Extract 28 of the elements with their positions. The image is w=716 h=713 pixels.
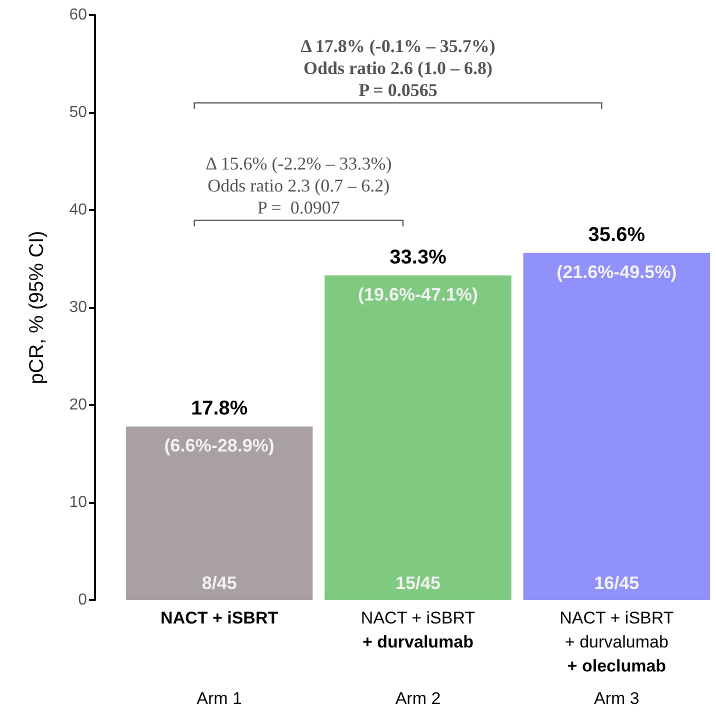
y-tick-label: 10 [69, 494, 88, 511]
data-label: 17.8% [190, 397, 248, 420]
text: Arm 1 [196, 689, 242, 708]
x-tick-label: NACT + iSBRT [160, 608, 279, 628]
x-tick-label: NACT + iSBRT + durvalumab + oleclumab [560, 608, 674, 676]
annotation: 8/45 [202, 573, 237, 593]
annotation: 15/45 [395, 573, 441, 593]
annotation: 16/45 [594, 573, 640, 593]
y-axis-title: pCR, % (95% CI) [26, 230, 48, 384]
data-label: 33.3% [390, 246, 447, 268]
y-tick-label: 50 [69, 104, 88, 121]
text: Arm 2 [395, 689, 441, 708]
bar [126, 426, 313, 600]
text: Arm 3 [594, 689, 640, 708]
y-tick-label: 20 [69, 396, 88, 414]
data-label: 35.6% [588, 224, 646, 246]
bar [324, 275, 512, 600]
x-tick-label: NACT + iSBRT + durvalumab [360, 608, 476, 652]
annotation: (21.6%-49.5%) [556, 262, 677, 282]
annotation: (6.6%-28.9%) [164, 435, 274, 456]
annotation: (19.6%-47.1%) [358, 284, 478, 304]
annotation: Δ 15.6% (-2.2% – 33.3%) Odds ratio 2.3 (0.7 – 6.2) P = 0.0907 [206, 153, 392, 218]
annotation: Δ 17.8% (-0.1% – 35.7%) Odds ratio 2.6 (1.0 – 6.8) P = 0.0565 [300, 36, 496, 100]
y-tick-label: 30 [69, 299, 88, 316]
bar [523, 252, 710, 600]
y-tick-label: 0 [78, 592, 88, 608]
y-tick-label: 40 [69, 202, 88, 218]
y-tick-label: 60 [69, 6, 88, 24]
